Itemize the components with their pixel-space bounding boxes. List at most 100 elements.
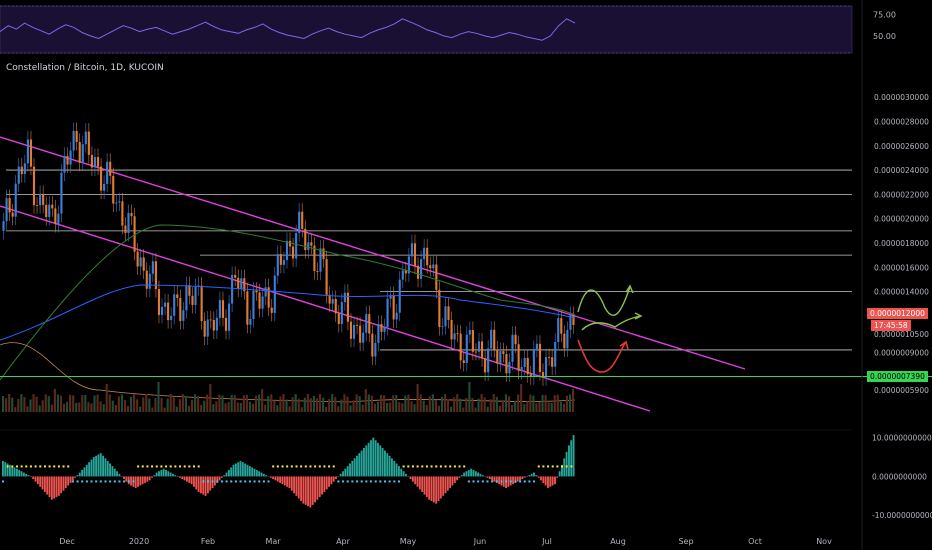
- candle-body: [103, 183, 106, 191]
- candle-body: [532, 349, 535, 377]
- candle-body: [362, 332, 365, 343]
- macd-histogram-bar: [155, 472, 158, 477]
- candle-body: [334, 298, 337, 314]
- macd-signal-dot: [481, 480, 484, 483]
- macd-histogram-bar: [540, 476, 542, 481]
- volume-bar: [568, 394, 572, 412]
- macd-histogram-bar: [293, 476, 296, 494]
- macd-histogram-bar: [349, 463, 351, 477]
- candle-body: [395, 312, 398, 320]
- macd-histogram-bar: [146, 476, 149, 482]
- macd-histogram-bar: [572, 435, 575, 477]
- candle-body: [438, 289, 441, 328]
- macd-histogram-bar: [85, 464, 88, 477]
- macd-histogram-bar: [516, 476, 519, 482]
- macd-signal-dot: [449, 465, 452, 468]
- macd-histogram-bar: [92, 457, 95, 477]
- candle-body: [276, 254, 279, 276]
- volume-bar: [526, 401, 529, 412]
- macd-histogram-bar: [311, 476, 314, 505]
- macd-histogram-bar: [372, 437, 375, 477]
- volume-bar: [401, 403, 404, 412]
- macd-histogram-bar: [27, 475, 30, 477]
- macd-histogram-bar: [130, 476, 132, 486]
- volume-bar: [35, 396, 38, 412]
- price-tick-label: 0.0000009000: [874, 348, 929, 357]
- candle-body: [554, 341, 557, 367]
- volume-bar: [325, 407, 328, 412]
- macd-histogram-bar: [384, 450, 386, 477]
- macd-histogram-bar: [190, 476, 193, 485]
- macd-histogram-bar: [216, 476, 219, 483]
- volume-bar: [273, 400, 276, 412]
- macd-signal-dot: [477, 480, 480, 483]
- macd-histogram-bar: [239, 460, 242, 477]
- macd-signal-dot: [95, 480, 98, 483]
- macd-signal-dot: [6, 465, 9, 468]
- chart-title: Constellation / Bitcoin, 1D, KUCOIN: [6, 63, 164, 73]
- macd-histogram-bar: [76, 475, 79, 477]
- moving-average-green: [0, 224, 576, 381]
- macd-histogram-bar: [446, 476, 449, 491]
- macd-histogram-bar: [498, 476, 500, 485]
- candle-body: [389, 295, 392, 299]
- bullish-arrow-a: [625, 284, 634, 294]
- candle-body: [377, 323, 380, 343]
- macd-signal-dot: [384, 480, 386, 483]
- macd-histogram-bar: [502, 476, 505, 487]
- candle-body: [401, 270, 404, 280]
- macd-histogram-bar: [260, 472, 263, 477]
- candle-body: [54, 208, 57, 225]
- time-tick-label: May: [400, 537, 417, 546]
- candle-body: [227, 303, 231, 331]
- macd-histogram-bar: [106, 460, 109, 477]
- macd-histogram-bar: [470, 468, 473, 477]
- macd-histogram-bar: [519, 476, 521, 481]
- volume-bar: [309, 398, 312, 412]
- macd-signal-dot: [421, 465, 424, 468]
- macd-histogram-bar: [120, 476, 123, 477]
- candle-body: [258, 292, 261, 309]
- volume-bar: [425, 405, 428, 412]
- volume-bar: [197, 396, 200, 412]
- macd-histogram-bar: [195, 476, 198, 490]
- macd-signal-dot: [62, 465, 65, 468]
- macd-signal-dot: [290, 465, 293, 468]
- macd-histogram-bar: [432, 476, 435, 503]
- rsi-tick-label: 75.00: [873, 11, 896, 20]
- volume-bar: [364, 388, 367, 412]
- macd-histogram-bar: [477, 472, 480, 477]
- macd-histogram-bar: [281, 476, 284, 485]
- macd-signal-dot: [295, 465, 298, 468]
- macd-histogram-bar: [488, 476, 491, 480]
- candle-body: [301, 211, 304, 229]
- macd-histogram-bar: [523, 476, 526, 478]
- macd-signal-dot: [113, 480, 116, 483]
- macd-histogram-bar: [551, 476, 554, 486]
- volume-bar: [550, 402, 553, 412]
- macd-histogram-bar: [81, 469, 84, 477]
- macd-histogram-bar: [167, 471, 170, 477]
- macd-signal-dot: [109, 480, 112, 483]
- macd-histogram-bar: [43, 476, 46, 492]
- volume-bar: [160, 397, 163, 412]
- macd-histogram-bar: [300, 476, 303, 502]
- macd-signal-dot: [127, 480, 130, 483]
- volume-bar: [105, 383, 108, 412]
- candle-body: [115, 202, 118, 204]
- macd-histogram-bar: [563, 458, 566, 477]
- macd-histogram-bar: [172, 473, 174, 477]
- macd-signal-dot: [211, 480, 214, 483]
- macd-signal-dot: [272, 465, 275, 468]
- macd-histogram-bar: [234, 463, 237, 477]
- macd-histogram-bar: [570, 440, 573, 477]
- macd-histogram-bar: [491, 476, 494, 481]
- macd-signal-dot: [183, 465, 186, 468]
- volume-bar: [498, 405, 501, 412]
- macd-signal-dot: [425, 465, 428, 468]
- volume-bar: [495, 396, 498, 412]
- macd-signal-dot: [332, 465, 335, 468]
- volume-bar: [59, 395, 63, 412]
- candle-body: [39, 193, 42, 206]
- volume-bar: [96, 394, 99, 412]
